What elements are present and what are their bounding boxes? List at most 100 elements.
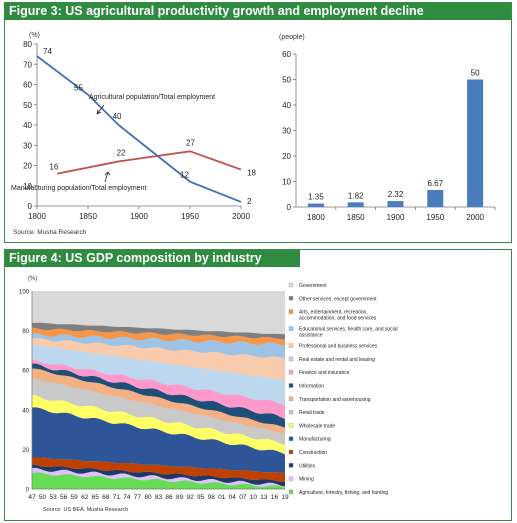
x-tick-label: 47: [28, 494, 36, 501]
y-tick-label: 0: [287, 203, 292, 212]
data-label: 74: [43, 47, 52, 56]
y-tick-label: 60: [282, 50, 291, 59]
data-label: 1.82: [348, 191, 364, 200]
legend-label: Construction: [299, 450, 327, 456]
x-tick-label: 77: [134, 494, 142, 501]
legend-swatch: [288, 436, 294, 441]
bar: [467, 79, 484, 207]
y-unit-label: (people): [279, 34, 305, 41]
legend-swatch: [288, 326, 294, 331]
y-tick-label: 70: [23, 60, 32, 69]
data-label: 2.32: [388, 190, 404, 199]
legend-swatch: [288, 370, 294, 375]
legend-label: Other services, except government: [299, 296, 377, 302]
series-line: [36, 55, 242, 203]
x-tick-label: 56: [60, 494, 68, 501]
series-area: [32, 467, 285, 488]
data-label: 6.67: [428, 179, 444, 188]
x-tick-label: 89: [176, 494, 184, 501]
x-tick-label: 1900: [387, 213, 405, 222]
legend-swatch: [288, 296, 294, 301]
series-area: [32, 359, 285, 420]
figure3-bar-chart: (people) 0 10 20 30 40 50 60 1.35 1800 1.82 1850 2.3…: [279, 34, 496, 222]
data-label: 1.35: [308, 193, 324, 202]
x-tick-label: 86: [165, 494, 173, 501]
figure4-title: Figure 4: US GDP composition by industry: [5, 250, 300, 267]
x-tick-label: 1950: [426, 213, 444, 222]
x-tick-label: 71: [113, 494, 121, 501]
y-tick-label: 30: [23, 141, 32, 150]
legend-label: assistance: [299, 333, 323, 339]
legend-label: Professional and business services: [299, 344, 378, 350]
bar: [307, 203, 324, 207]
x-tick-label: 10: [250, 494, 258, 501]
legend-label: Educational services, health care, and s…: [299, 327, 398, 333]
figure3-title: Figure 3: US agricultural productivity g…: [5, 3, 511, 20]
series-area: [32, 464, 285, 487]
y-tick-label: 40: [282, 101, 291, 110]
series-name-label: Agricultural population/Total employment: [89, 94, 215, 101]
x-tick-label: 98: [208, 494, 216, 501]
series-area: [32, 322, 285, 340]
legend-label: Finance and insurance: [299, 370, 350, 376]
legend-swatch: [288, 383, 294, 388]
x-tick-label: 13: [260, 494, 268, 501]
series-area: [32, 368, 285, 434]
data-label: 27: [186, 138, 195, 147]
x-tick-label: 80: [144, 494, 152, 501]
bar: [387, 201, 404, 207]
y-tick-label: 60: [22, 369, 29, 375]
series-area: [32, 363, 285, 428]
y-unit-label: (%): [28, 276, 37, 282]
legend-swatch: [288, 449, 294, 455]
series-area: [32, 394, 285, 455]
legend-label: Real estate and rental and leasing: [299, 357, 375, 363]
y-tick-label: 40: [23, 121, 32, 130]
y-tick-label: 50: [23, 101, 32, 110]
x-tick-label: 68: [102, 494, 110, 501]
legend-label: Manufacturing: [299, 437, 331, 443]
legend-swatch: [288, 356, 294, 362]
legend-label: Wholesale trade: [299, 423, 335, 429]
y-tick-label: 100: [19, 290, 30, 296]
x-tick-label: 1800: [28, 212, 46, 221]
x-tick-label: 1900: [130, 212, 148, 221]
series-area: [32, 407, 285, 474]
data-label: 18: [247, 169, 256, 178]
legend-label: Arts, entertainment, recreation,: [299, 310, 368, 316]
bar: [347, 202, 364, 207]
legend-swatch: [288, 476, 294, 481]
figure3-line-chart: (%) 0 10 20 30 40 50 60 70 80 1800 1850 1900 1950 2000…: [11, 32, 256, 236]
series-area: [32, 338, 285, 381]
x-tick-label: 53: [49, 494, 57, 501]
legend-swatch: [288, 463, 294, 468]
series-area: [32, 377, 285, 445]
legend-label: Mining: [299, 477, 314, 483]
y-tick-label: 0: [28, 202, 33, 211]
legend-swatch: [288, 309, 294, 314]
x-tick-label: 2000: [466, 213, 484, 222]
series-line: [57, 150, 242, 175]
y-tick-label: 0: [26, 488, 30, 494]
legend-label: Transportation and warehousing: [299, 397, 371, 403]
legend-label: Utilities: [299, 463, 316, 469]
x-tick-label: 1950: [181, 212, 199, 221]
legend-swatch: [288, 409, 294, 415]
legend-swatch: [288, 423, 294, 428]
x-tick-label: 65: [92, 494, 100, 501]
y-tick-label: 10: [23, 182, 32, 191]
legend-swatch: [288, 282, 294, 288]
legend-label: Retail trade: [299, 410, 325, 416]
legend-label: Information: [299, 384, 324, 390]
x-tick-label: 95: [197, 494, 205, 501]
series-area: [32, 344, 285, 405]
y-unit-label: (%): [29, 32, 40, 39]
x-tick-label: 83: [155, 494, 163, 501]
legend-label: accommodation, and food services: [299, 316, 377, 322]
y-tick-label: 30: [282, 127, 291, 136]
x-tick-label: 01: [218, 494, 226, 501]
legend-swatch: [288, 489, 294, 495]
x-tick-label: 1850: [79, 212, 97, 221]
series-area: [32, 457, 285, 482]
